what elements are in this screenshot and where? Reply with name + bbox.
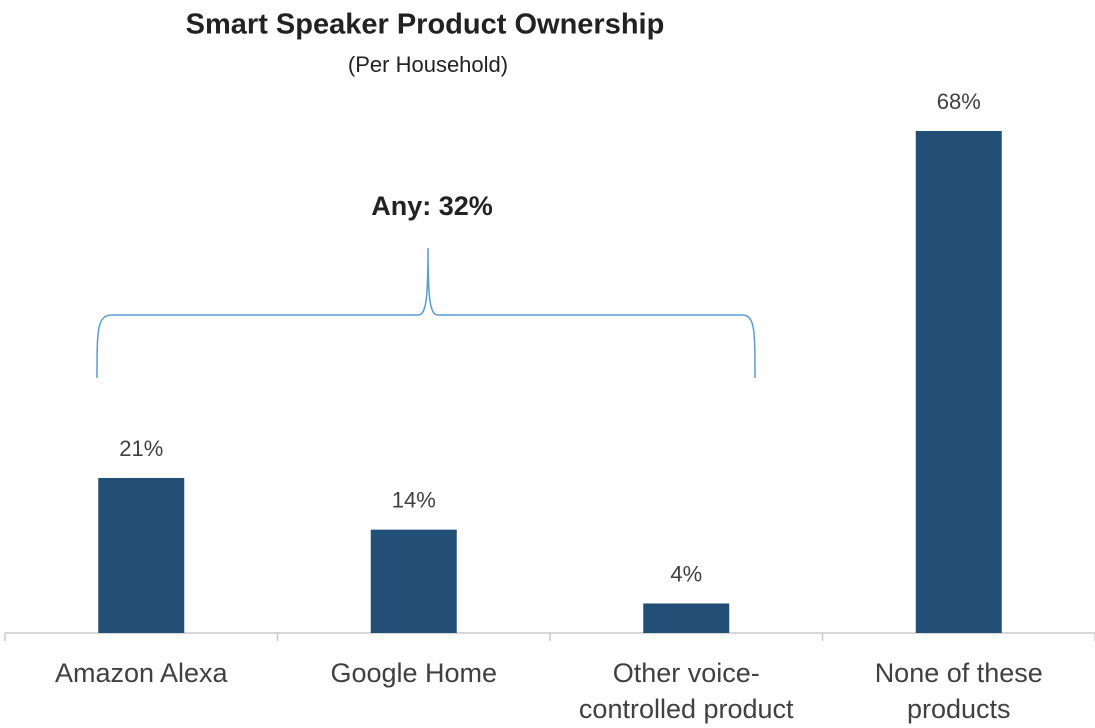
x-tick-label: Other voice-controlled product [578, 658, 794, 724]
value-label: 21% [119, 436, 163, 461]
value-label: 68% [937, 89, 981, 114]
chart-title: Smart Speaker Product Ownership [186, 9, 665, 41]
bar [915, 131, 1002, 633]
chart-subtitle: (Per Household) [348, 52, 508, 77]
brace [96, 247, 756, 379]
value-label: 14% [392, 487, 436, 512]
bar [643, 603, 730, 633]
annotation: Any: 32% [371, 191, 493, 221]
bar [370, 529, 457, 633]
bar [98, 477, 185, 633]
x-tick-label: None of these products [874, 658, 1043, 724]
x-tick-label: Amazon Alexa [54, 658, 228, 688]
value-label: 4% [670, 561, 702, 586]
x-tick-label: Google Home [330, 658, 498, 688]
